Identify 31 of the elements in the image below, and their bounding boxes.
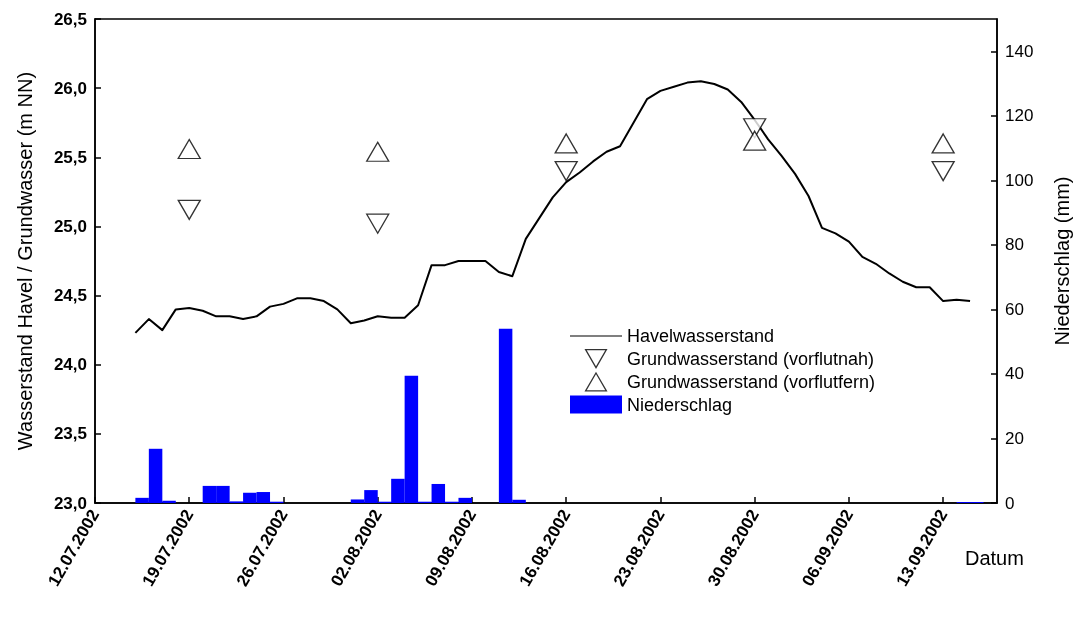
- y-tick-label: 25,5: [53, 147, 87, 167]
- legend-label: Niederschlag: [627, 394, 733, 415]
- point: [931, 133, 955, 154]
- legend-label: Havelwasserstand: [627, 326, 775, 346]
- point: [931, 160, 955, 182]
- y2-tick-label: 40: [1005, 364, 1024, 384]
- y2-tick-label: 20: [1005, 428, 1024, 448]
- y-axis-title: Wasserstand Havel / Grundwasser (m NN): [14, 71, 36, 451]
- y2-tick-label: 100: [1005, 170, 1034, 190]
- x-axis-title: Datum: [965, 547, 1024, 569]
- point: [743, 130, 767, 151]
- y-tick-label: 25,0: [53, 216, 87, 236]
- y2-tick-label: 120: [1005, 106, 1034, 126]
- y-tick-label: 26,5: [53, 9, 87, 29]
- legend-label: Grundwasserstand (vorflutfern): [627, 371, 876, 392]
- y-tick-label: 26,0: [53, 78, 87, 98]
- y-tick-label: 24,5: [53, 286, 87, 306]
- legend-label: Grundwasserstand (vorflutnah): [627, 348, 875, 369]
- y2-tick-label: 0: [1005, 493, 1015, 513]
- y2-tick-label: 60: [1005, 299, 1024, 319]
- point: [366, 141, 390, 162]
- y2-tick-label: 140: [1005, 41, 1034, 61]
- y2-axis-title: Niederschlag (mm): [1051, 176, 1073, 346]
- y-tick-label: 24,0: [53, 355, 87, 375]
- point: [366, 213, 390, 234]
- point: [554, 160, 578, 182]
- point: [554, 133, 578, 154]
- point: [177, 138, 201, 160]
- point: [177, 199, 201, 220]
- y-tick-label: 23,5: [53, 424, 87, 444]
- y2-tick-label: 80: [1005, 235, 1024, 255]
